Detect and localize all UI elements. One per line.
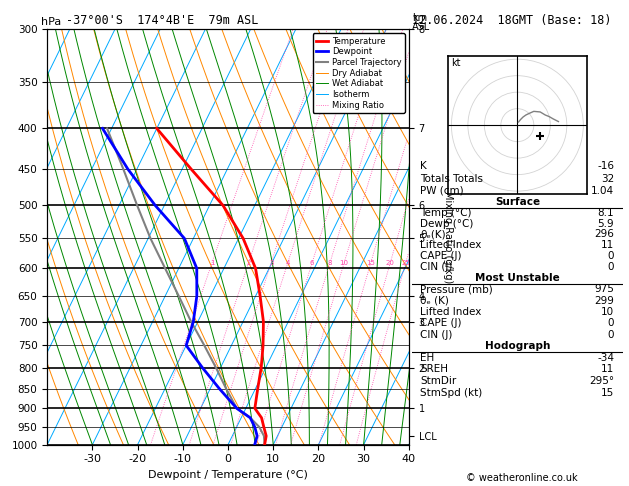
Text: 20: 20 — [386, 260, 395, 265]
Text: 0: 0 — [608, 262, 615, 272]
Text: Hodograph: Hodograph — [485, 341, 550, 351]
Text: 0: 0 — [608, 251, 615, 261]
Text: ASL: ASL — [412, 21, 430, 32]
Y-axis label: Mixing Ratio (g/kg): Mixing Ratio (g/kg) — [443, 191, 453, 283]
Text: 3: 3 — [269, 260, 274, 265]
Text: CAPE (J): CAPE (J) — [420, 318, 462, 328]
Text: 6: 6 — [310, 260, 314, 265]
Text: © weatheronline.co.uk: © weatheronline.co.uk — [466, 473, 578, 483]
Text: 975: 975 — [594, 284, 615, 294]
Text: kt: kt — [452, 58, 461, 68]
Text: 0: 0 — [608, 318, 615, 328]
Text: Dewp (°C): Dewp (°C) — [420, 219, 474, 229]
Text: Totals Totals: Totals Totals — [420, 174, 484, 184]
Text: CIN (J): CIN (J) — [420, 262, 453, 272]
Text: 296: 296 — [594, 229, 615, 240]
Text: 15: 15 — [601, 388, 615, 398]
Text: 10: 10 — [340, 260, 348, 265]
Text: θₑ(K): θₑ(K) — [420, 229, 446, 240]
Text: Temp (°C): Temp (°C) — [420, 208, 472, 218]
Text: 10: 10 — [601, 307, 615, 317]
Text: 12.06.2024  18GMT (Base: 18): 12.06.2024 18GMT (Base: 18) — [412, 14, 611, 27]
Text: 2: 2 — [247, 260, 251, 265]
Text: 299: 299 — [594, 295, 615, 306]
Text: θₑ (K): θₑ (K) — [420, 295, 449, 306]
Text: 4: 4 — [286, 260, 290, 265]
Text: 25: 25 — [401, 260, 410, 265]
Text: 11: 11 — [601, 364, 615, 374]
Text: Pressure (mb): Pressure (mb) — [420, 284, 493, 294]
Text: PW (cm): PW (cm) — [420, 186, 464, 196]
Text: StmSpd (kt): StmSpd (kt) — [420, 388, 482, 398]
Text: 32: 32 — [601, 174, 615, 184]
Legend: Temperature, Dewpoint, Parcel Trajectory, Dry Adiabat, Wet Adiabat, Isotherm, Mi: Temperature, Dewpoint, Parcel Trajectory… — [313, 34, 404, 113]
Text: 0: 0 — [608, 330, 615, 340]
Text: 8: 8 — [328, 260, 332, 265]
Text: SREH: SREH — [420, 364, 448, 374]
Text: -16: -16 — [598, 161, 615, 172]
Text: 11: 11 — [601, 240, 615, 250]
Text: 295°: 295° — [589, 376, 615, 386]
Text: EH: EH — [420, 353, 435, 363]
Text: 8.1: 8.1 — [598, 208, 615, 218]
Text: Lifted Index: Lifted Index — [420, 240, 482, 250]
Text: 15: 15 — [366, 260, 376, 265]
Text: -34: -34 — [598, 353, 615, 363]
Text: K: K — [420, 161, 427, 172]
Text: -37°00'S  174°4B'E  79m ASL: -37°00'S 174°4B'E 79m ASL — [66, 14, 259, 27]
Text: 1.04: 1.04 — [591, 186, 615, 196]
Text: CIN (J): CIN (J) — [420, 330, 453, 340]
Text: CAPE (J): CAPE (J) — [420, 251, 462, 261]
Text: StmDir: StmDir — [420, 376, 457, 386]
Text: km: km — [412, 13, 427, 23]
Text: hPa: hPa — [41, 17, 61, 27]
Text: Surface: Surface — [495, 197, 540, 207]
Text: 1: 1 — [210, 260, 214, 265]
Text: 5.9: 5.9 — [598, 219, 615, 229]
X-axis label: Dewpoint / Temperature (°C): Dewpoint / Temperature (°C) — [148, 470, 308, 480]
Text: Lifted Index: Lifted Index — [420, 307, 482, 317]
Text: Most Unstable: Most Unstable — [475, 273, 560, 283]
